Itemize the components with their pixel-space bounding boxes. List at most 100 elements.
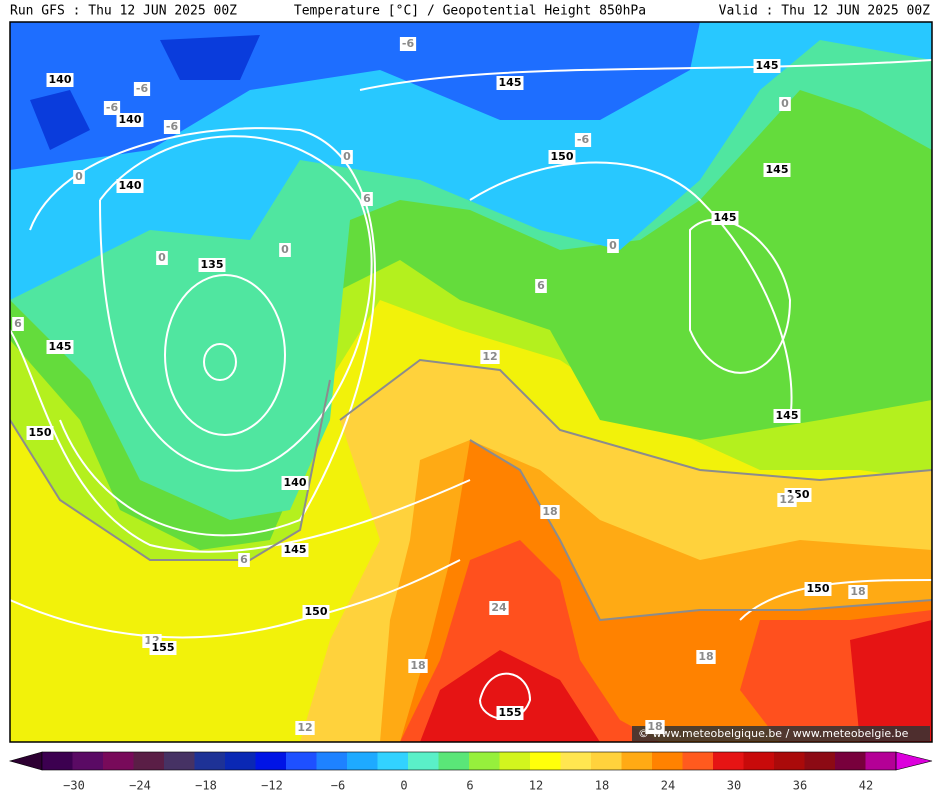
label-box bbox=[777, 493, 797, 507]
contour-label: 0 bbox=[156, 251, 168, 265]
colorbar-swatch bbox=[164, 752, 195, 770]
contour-label: -6 bbox=[574, 133, 592, 147]
contour-label: 145 bbox=[711, 211, 739, 225]
label-box bbox=[73, 170, 85, 184]
contour-label: -6 bbox=[399, 37, 417, 51]
contour-label: 150 bbox=[804, 582, 832, 596]
contour-label: 18 bbox=[408, 659, 428, 673]
label-box bbox=[711, 211, 739, 225]
contour-label: 18 bbox=[540, 505, 560, 519]
label-box bbox=[103, 101, 121, 115]
colorbar-swatch bbox=[499, 752, 531, 770]
height-label: 140 bbox=[49, 73, 72, 86]
temperature-label: -6 bbox=[166, 120, 179, 133]
colorbar-frame bbox=[41, 751, 897, 771]
colorbar-swatch bbox=[438, 752, 470, 770]
label-box bbox=[281, 476, 309, 490]
contour-label: 6 bbox=[361, 192, 373, 206]
height-label: 145 bbox=[49, 340, 72, 353]
contour-label: 145 bbox=[773, 409, 801, 423]
label-box bbox=[133, 82, 151, 96]
contour-label: 150 bbox=[302, 605, 330, 619]
colorbar-swatch bbox=[42, 752, 73, 770]
label-box bbox=[496, 76, 524, 90]
colorbar-swatch bbox=[255, 752, 287, 770]
contour-label: 140 bbox=[116, 179, 144, 193]
colorbar-swatch bbox=[286, 752, 317, 770]
contour-label: 140 bbox=[116, 113, 144, 127]
colorbar-swatch bbox=[408, 752, 439, 770]
contour-label: 6 bbox=[535, 279, 547, 293]
colorbar-label: −6 bbox=[331, 779, 345, 793]
colorbar-swatch bbox=[713, 752, 744, 770]
height-label: 150 bbox=[29, 426, 52, 439]
contour-label: 145 bbox=[46, 340, 74, 354]
colorbar-swatch bbox=[621, 752, 653, 770]
height-label: 145 bbox=[756, 59, 779, 72]
colorbar-label: 18 bbox=[595, 779, 609, 793]
colorbar-swatch bbox=[225, 752, 256, 770]
colorbar-swatch bbox=[194, 752, 226, 770]
colorbar-swatch bbox=[682, 752, 714, 770]
height-contours bbox=[10, 59, 932, 720]
temperature-label: 0 bbox=[781, 97, 789, 110]
label-box bbox=[399, 37, 417, 51]
temperature-contours bbox=[10, 358, 932, 622]
height-label: 155 bbox=[499, 706, 522, 719]
contour-label: 12 bbox=[480, 350, 500, 364]
label-box bbox=[116, 113, 144, 127]
height-label: 145 bbox=[766, 163, 789, 176]
height-label: 150 bbox=[807, 582, 830, 595]
contour-label: 145 bbox=[281, 543, 309, 557]
temperature-label: 6 bbox=[240, 553, 248, 566]
label-box bbox=[753, 59, 781, 73]
contour-label: -6 bbox=[133, 82, 151, 96]
colorbar-arrow-left bbox=[8, 751, 43, 771]
temperature-label: 18 bbox=[542, 505, 557, 518]
colorbar-arrow-right bbox=[895, 751, 933, 771]
height-label: 135 bbox=[201, 258, 224, 271]
credit-box bbox=[632, 726, 930, 741]
label-box bbox=[46, 340, 74, 354]
label-box bbox=[548, 150, 576, 164]
colorbar-label: 6 bbox=[466, 779, 473, 793]
contour-label: -6 bbox=[103, 101, 121, 115]
colorbar-label: 24 bbox=[661, 779, 675, 793]
contour-label: 145 bbox=[753, 59, 781, 73]
temperature-label: -6 bbox=[577, 133, 590, 146]
contour-label: 155 bbox=[496, 706, 524, 720]
label-box bbox=[279, 243, 291, 257]
contour-label: 18 bbox=[848, 585, 868, 599]
temperature-label: 0 bbox=[158, 251, 166, 264]
contour-label: 12 bbox=[777, 493, 797, 507]
map-field bbox=[10, 22, 932, 742]
label-box bbox=[607, 239, 619, 253]
field-darkblue bbox=[30, 35, 260, 150]
contour-label: 0 bbox=[779, 97, 791, 111]
contour-label: 150 bbox=[548, 150, 576, 164]
colorbar-swatch bbox=[835, 752, 866, 770]
height-label: 140 bbox=[119, 113, 142, 126]
label-box bbox=[773, 409, 801, 423]
label-box bbox=[361, 192, 373, 206]
label-box bbox=[696, 650, 716, 664]
label-box bbox=[281, 543, 309, 557]
label-box bbox=[763, 163, 791, 177]
label-box bbox=[163, 120, 181, 134]
temperature-label: 24 bbox=[491, 601, 507, 614]
temperature-label: 0 bbox=[281, 243, 289, 256]
label-box bbox=[149, 641, 177, 655]
temperature-label: 18 bbox=[647, 720, 662, 733]
label-box bbox=[341, 150, 353, 164]
colorbar-swatch bbox=[743, 752, 775, 770]
height-label: 145 bbox=[714, 211, 737, 224]
colorbar-swatch bbox=[347, 752, 378, 770]
label-box bbox=[848, 585, 868, 599]
height-label: 150 bbox=[305, 605, 328, 618]
colorbar-swatch bbox=[804, 752, 836, 770]
valid-label: Valid : Thu 12 JUN 2025 00Z bbox=[719, 4, 930, 19]
label-box bbox=[489, 601, 509, 615]
temperature-label: 6 bbox=[537, 279, 545, 292]
contour-label: 0 bbox=[341, 150, 353, 164]
